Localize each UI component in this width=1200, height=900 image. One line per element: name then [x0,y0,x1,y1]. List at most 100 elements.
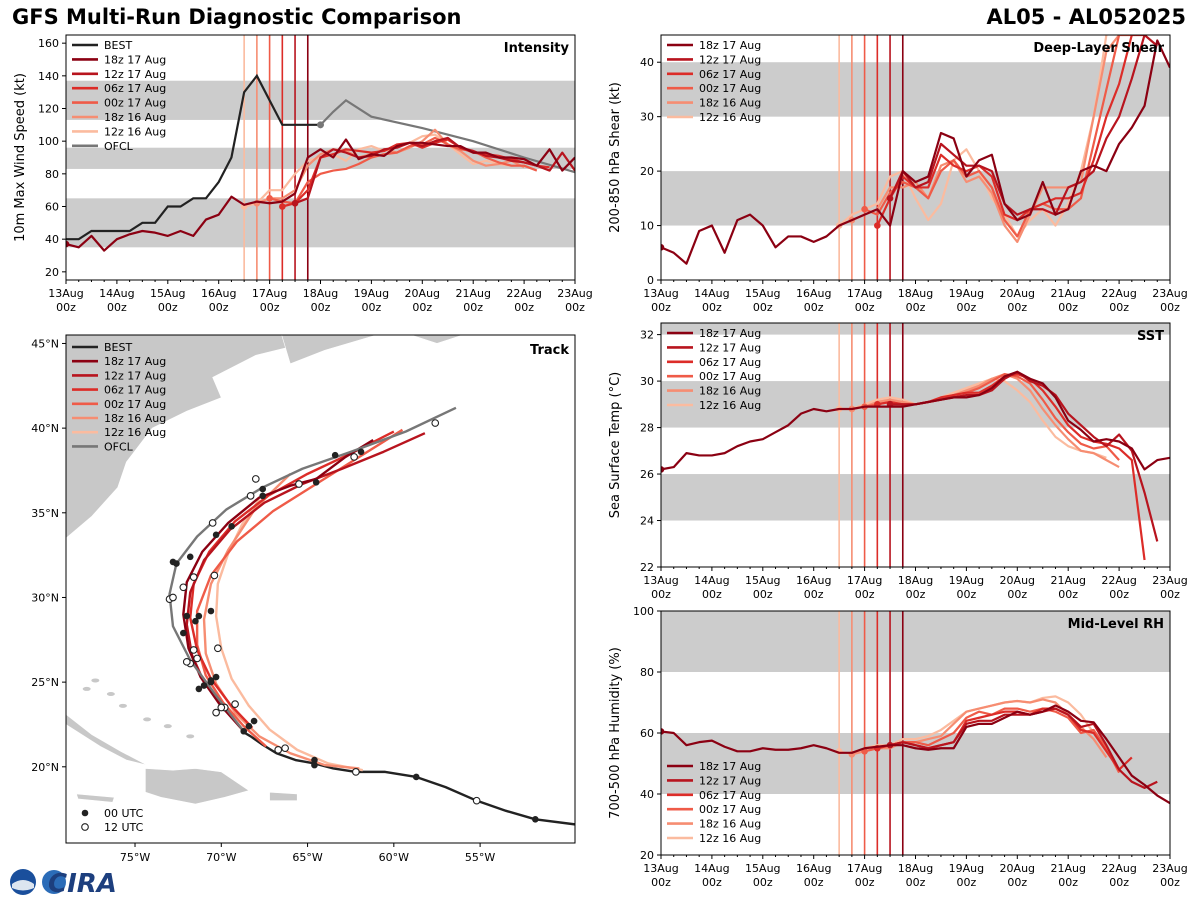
intensity-x-tick-label: 00z [260,301,280,314]
shear-legend-label: 00z 17 Aug [699,82,761,95]
rh-y-axis-label: 700-500 hPa Humidity (%) [608,647,623,819]
rh-band [661,611,1170,672]
track-marker-12utc [472,796,481,805]
intensity-x-tick-label: 15Aug [150,287,185,300]
track-legend-label: 12z 16 Aug [104,426,166,439]
rh-x-tick-label: 00z [855,876,875,889]
track-marker-00utc [228,523,235,530]
shear-plot-area [661,35,1170,280]
track-marker-00utc [357,448,365,456]
rh-panel-title: Mid-Level RH [1068,617,1164,632]
rh-x-tick-label: 16Aug [796,862,831,875]
shear-y-tick-label: 20 [640,165,654,178]
rh-x-tick-label: 15Aug [745,862,780,875]
shear-legend-label: 12z 16 Aug [699,111,761,124]
track-x-tick-label: 70°W [206,851,236,864]
land-bahamas-island [163,724,172,729]
sst-y-tick-label: 24 [640,515,654,528]
intensity-x-tick-label: 00z [514,301,534,314]
panel-rh: 13Aug00z14Aug00z15Aug00z16Aug00z17Aug00z… [608,605,1188,889]
shear-series-line [661,39,1170,265]
rh-x-tick-label: 21Aug [1050,862,1085,875]
sst-series-line [851,373,1120,469]
intensity-legend-label: BEST [104,39,132,52]
track-legend-label: 06z 17 Aug [104,384,166,397]
intensity-series-line [243,133,512,208]
panel-shear: 13Aug00z14Aug00z15Aug00z16Aug00z17Aug00z… [608,34,1188,314]
track-marker-12utc [189,646,198,654]
sst-x-tick-label: 23Aug [1152,574,1187,587]
shear-y-axis-label: 200-850 hPa Shear (kt) [608,82,623,233]
land-puerto-rico [269,791,298,801]
rh-legend-label: 12z 16 Aug [699,832,761,845]
sst-x-tick-label: 15Aug [745,574,780,587]
intensity-x-tick-label: 00z [412,301,432,314]
track-marker-00utc [183,612,191,620]
rh-x-tick-label: 13Aug [643,862,678,875]
sst-x-tick-label: 00z [753,588,773,601]
panel-intensity: 13Aug00z14Aug00z15Aug00z16Aug00z17Aug00z… [13,34,593,314]
track-y-tick-label: 30°N [31,591,59,604]
shear-legend-label: 06z 17 Aug [699,68,761,81]
rh-legend-label: 12z 17 Aug [699,774,761,787]
intensity-y-tick-label: 60 [45,201,59,214]
sst-y-tick-label: 30 [640,375,654,388]
land-hispaniola [145,768,250,805]
land-bahamas-island [118,703,127,708]
sst-band [661,323,1170,335]
track-legend-label: 12 UTC [104,821,144,834]
panel-sst: 13Aug00z14Aug00z15Aug00z16Aug00z17Aug00z… [608,322,1188,601]
intensity-series-line [66,138,575,252]
track-marker-00utc [207,607,215,615]
track-marker-00utc [412,773,420,781]
track-marker-00utc [180,629,187,637]
track-marker-00utc [192,617,199,625]
track-marker-12utc [210,571,219,580]
rh-legend-label: 18z 17 Aug [699,760,761,773]
sst-y-tick-label: 26 [640,468,654,481]
track-y-tick-label: 45°N [31,337,59,350]
shear-legend-label: 18z 17 Aug [699,39,761,52]
shear-x-tick-label: 17Aug [847,287,882,300]
sst-x-tick-label: 20Aug [1000,574,1035,587]
track-marker-12utc [189,573,198,581]
sst-x-tick-label: 00z [702,588,722,601]
sst-x-tick-label: 22Aug [1101,574,1136,587]
track-x-tick-label: 55°W [465,851,495,864]
track-marker-00utc [312,479,320,486]
shear-series-line [838,35,1108,238]
panel-track: 75°W 70°W 65°W 60°W 55°W 20°N 25°N 30°N 35°N 40°N… [31,334,576,864]
intensity-y-tick-label: 80 [45,168,59,181]
sst-x-tick-label: 13Aug [643,574,678,587]
sst-y-tick-label: 28 [640,422,654,435]
shear-series-line [889,35,1158,216]
land-nova-scotia [281,335,377,365]
intensity-ofcl-init-point [317,121,324,129]
shear-series-init-point [874,222,881,229]
rh-x-tick-label: 18Aug [898,862,933,875]
intensity-x-tick-label: 18Aug [303,287,338,300]
shear-legend-label: 18z 16 Aug [699,97,761,110]
storm-id-title: AL05 - AL052025 [986,5,1187,29]
intensity-x-tick-label: 22Aug [506,287,541,300]
intensity-plot-area [66,35,575,280]
track-marker-00utc [311,756,318,764]
rh-x-tick-label: 14Aug [694,862,729,875]
shear-legend-label: 12z 17 Aug [699,53,761,66]
track-y-tick-label: 35°N [31,507,59,520]
sst-y-tick-label: 32 [640,329,654,342]
rh-series-line [889,707,1158,790]
shear-x-tick-label: 00z [1058,301,1078,314]
shear-x-tick-label: 21Aug [1050,287,1085,300]
intensity-x-tick-label: 20Aug [405,287,440,300]
track-marker-00utc [532,815,539,823]
intensity-y-tick-label: 100 [38,135,59,148]
track-marker-00utc [331,451,339,459]
rh-x-tick-label: 19Aug [949,862,984,875]
intensity-series-line [294,136,575,205]
shear-x-tick-label: 23Aug [1152,287,1187,300]
land-jamaica [75,793,115,803]
sst-x-tick-label: 19Aug [949,574,984,587]
track-marker-12utc [217,703,226,712]
